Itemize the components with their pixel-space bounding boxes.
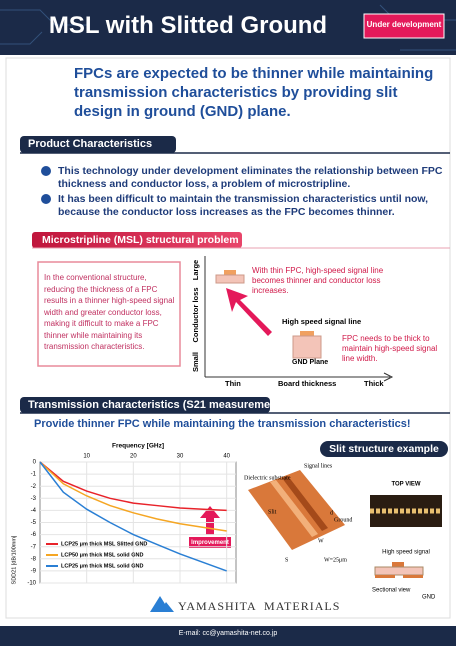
axis <box>205 372 394 382</box>
bullet <box>41 194 51 204</box>
diagram-label: Ground <box>334 517 352 523</box>
signal <box>392 562 404 567</box>
bullet <box>41 166 51 176</box>
circuit <box>0 4 456 51</box>
text-box <box>37 261 181 367</box>
diagram-label: TOP VIEW <box>391 482 420 488</box>
heading: Slit structure example <box>329 443 439 455</box>
y-tick-label: -4 <box>31 508 37 514</box>
heading: Product Characteristics <box>28 138 153 150</box>
improvement-arrow <box>200 506 220 535</box>
x-axis-label: Frequency [GHz] <box>112 443 164 450</box>
series-line <box>39 461 227 572</box>
box-text: In the conventional structure, reducing … <box>44 273 175 351</box>
tab <box>20 397 270 413</box>
note: FPC needs to be thick to maintain high-s… <box>342 334 438 363</box>
badge: Under development <box>366 20 442 29</box>
x-tick-label: 40 <box>223 454 230 460</box>
x-tick-label: 20 <box>130 454 137 460</box>
annotation: Improvement <box>191 540 229 546</box>
axis-label: Large <box>191 260 200 280</box>
note: With thin FPC, high-speed signal line be… <box>252 266 384 295</box>
statement: Provide thinner FPC while maintaining th… <box>34 418 411 430</box>
tab <box>320 441 448 457</box>
y-tick-label: -10 <box>27 581 36 587</box>
y-tick-label: -3 <box>31 496 37 502</box>
annotation-box <box>189 537 231 548</box>
lead: FPCs are expected to be thinner while ma… <box>74 65 434 120</box>
y-tick-label: 0 <box>33 460 37 466</box>
tab <box>20 136 176 153</box>
heading: Transmission characteristics (S21 measur… <box>28 399 285 411</box>
slit <box>270 480 318 537</box>
diagram-label: High speed signal <box>382 550 430 556</box>
diagram-label: Slit <box>268 509 277 515</box>
bullet-text: It has been difficult to maintain the tr… <box>58 193 429 218</box>
label: GND Plane <box>292 359 329 366</box>
logo: YAMASHITA MATERIALS <box>178 599 341 613</box>
signal-line <box>282 476 328 531</box>
badge-box <box>363 13 445 39</box>
y-tick-label: -6 <box>31 532 37 538</box>
legend-label: LCP25 μm thick MSL solid GND <box>61 563 143 569</box>
label: High speed signal line <box>282 317 362 326</box>
y-tick-label: -7 <box>31 544 37 550</box>
x-tick-label: 30 <box>177 454 184 460</box>
footer-band <box>0 626 456 646</box>
gnd <box>375 575 395 578</box>
x-tick-label: 10 <box>83 454 90 460</box>
diagram-label: Sectional view <box>372 588 411 594</box>
tab <box>32 232 242 248</box>
section <box>374 566 424 576</box>
heading: Microstripline (MSL) structural problem <box>42 234 239 246</box>
diagram-label: GND <box>422 595 436 601</box>
legend-label: LCP50 μm thick MSL solid GND <box>61 552 143 558</box>
axis-label: Thick <box>364 379 384 388</box>
title: MSL with Slitted Ground <box>48 12 328 39</box>
diagram-label: W=25μm <box>324 557 347 563</box>
bullet-text: This technology under development elimin… <box>58 165 443 190</box>
y-axis-label: SDD21 [dB/100mm] <box>11 535 17 584</box>
footer: E-mail: cc@yamashita-net.co.jp <box>178 630 278 637</box>
logo-mark <box>150 596 174 612</box>
series-line <box>39 461 227 532</box>
diagram-label: Dielectric substrate <box>244 475 291 481</box>
board <box>292 335 322 359</box>
y-tick-label: -5 <box>31 520 37 526</box>
signal <box>300 331 314 336</box>
diagram-label: S <box>285 557 288 563</box>
y-tick-label: -9 <box>31 568 37 574</box>
board <box>215 274 245 284</box>
arrow <box>226 288 272 336</box>
frame <box>5 57 451 619</box>
axis-label: Board thickness <box>278 379 337 388</box>
axis-label: Conductor loss <box>191 287 200 342</box>
axis-label: Small <box>191 352 200 372</box>
series-line <box>39 461 227 512</box>
axis-label: Thin <box>225 379 241 388</box>
y-tick-label: -1 <box>31 472 37 478</box>
diagram-label: W <box>318 538 324 544</box>
y-tick-label: -8 <box>31 556 37 562</box>
diagram-label: d <box>330 510 333 516</box>
signal <box>224 270 236 275</box>
diagram-label: Signal lines <box>304 463 333 469</box>
gnd <box>403 575 423 578</box>
legend-label: LCP25 μm thick MSL Slitted GND <box>61 541 147 547</box>
y-tick-label: -2 <box>31 484 37 490</box>
